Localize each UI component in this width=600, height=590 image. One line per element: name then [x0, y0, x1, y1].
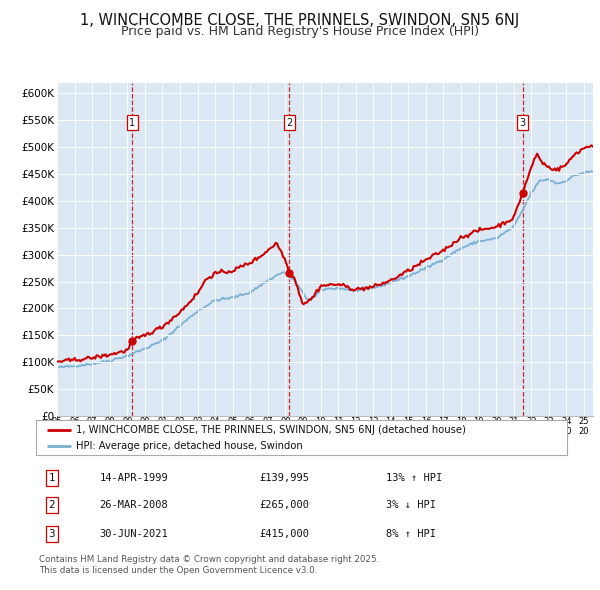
- Text: 2: 2: [286, 118, 293, 128]
- Text: 3: 3: [49, 529, 55, 539]
- Text: £139,995: £139,995: [259, 473, 309, 483]
- Text: £265,000: £265,000: [259, 500, 309, 510]
- Text: 26-MAR-2008: 26-MAR-2008: [100, 500, 169, 510]
- Text: HPI: Average price, detached house, Swindon: HPI: Average price, detached house, Swin…: [76, 441, 302, 451]
- Text: 3: 3: [520, 118, 526, 128]
- Text: 3% ↓ HPI: 3% ↓ HPI: [386, 500, 436, 510]
- Text: £415,000: £415,000: [259, 529, 309, 539]
- Text: 30-JUN-2021: 30-JUN-2021: [100, 529, 169, 539]
- Text: 2: 2: [49, 500, 55, 510]
- Text: 1: 1: [129, 118, 135, 128]
- Text: 1, WINCHCOMBE CLOSE, THE PRINNELS, SWINDON, SN5 6NJ: 1, WINCHCOMBE CLOSE, THE PRINNELS, SWIND…: [80, 13, 520, 28]
- Text: 1, WINCHCOMBE CLOSE, THE PRINNELS, SWINDON, SN5 6NJ (detached house): 1, WINCHCOMBE CLOSE, THE PRINNELS, SWIND…: [76, 425, 466, 435]
- Text: Price paid vs. HM Land Registry's House Price Index (HPI): Price paid vs. HM Land Registry's House …: [121, 25, 479, 38]
- Text: 13% ↑ HPI: 13% ↑ HPI: [386, 473, 443, 483]
- Text: 1: 1: [49, 473, 55, 483]
- Text: 14-APR-1999: 14-APR-1999: [100, 473, 169, 483]
- Text: Contains HM Land Registry data © Crown copyright and database right 2025.
This d: Contains HM Land Registry data © Crown c…: [39, 555, 379, 575]
- Text: 8% ↑ HPI: 8% ↑ HPI: [386, 529, 436, 539]
